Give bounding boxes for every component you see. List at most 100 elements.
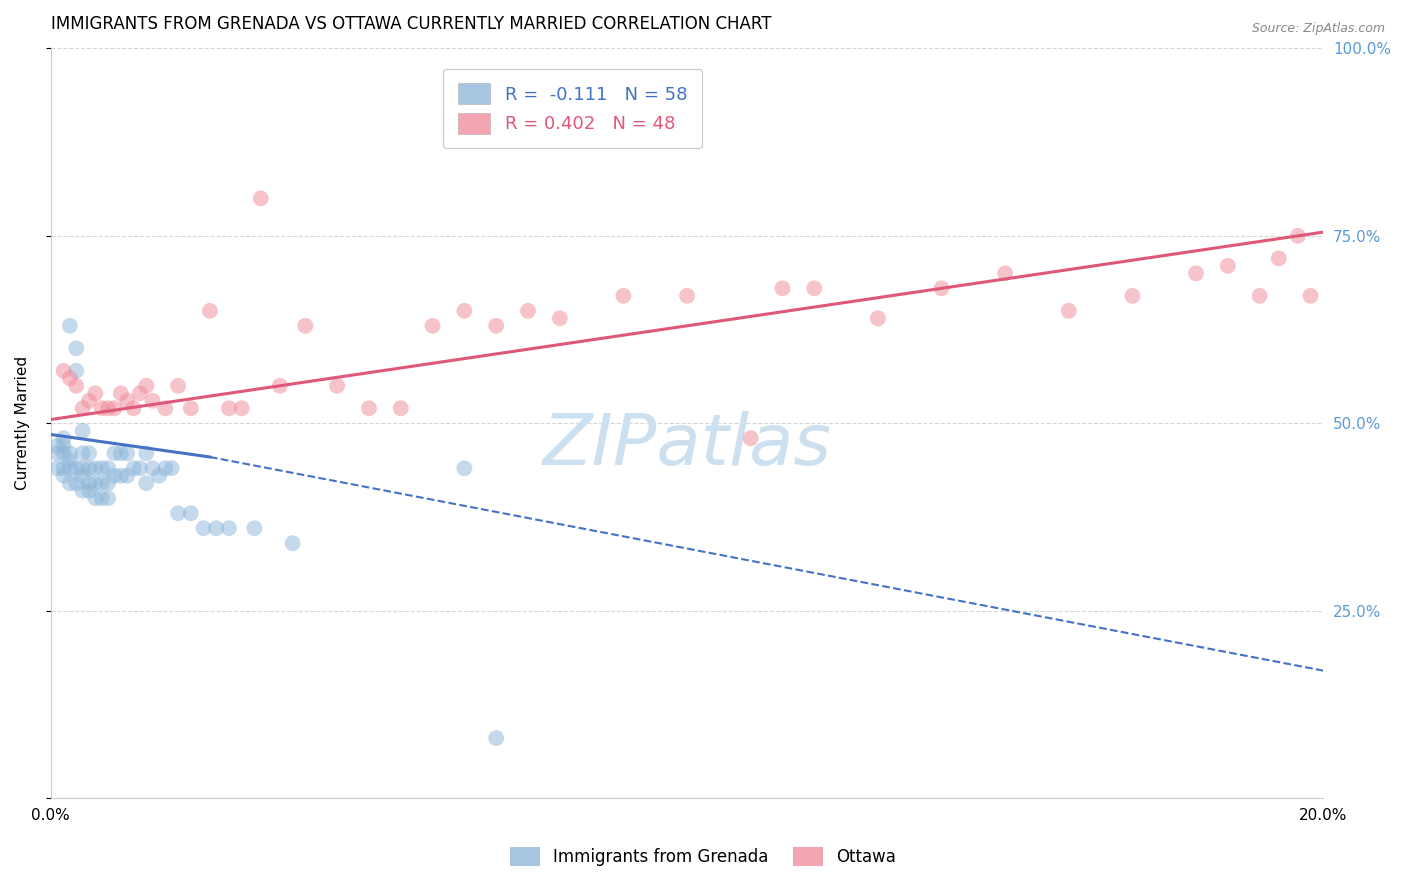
Point: [103, 401, 125, 416]
Point: [1216, 259, 1239, 273]
Point: [142, 461, 165, 475]
Point: [115, 446, 138, 460]
Point: [110, 446, 132, 460]
Point: [115, 468, 138, 483]
Point: [155, 401, 177, 416]
Point: [205, 521, 228, 535]
Point: [52, 364, 75, 378]
Point: [294, 318, 316, 333]
Point: [122, 461, 145, 475]
Text: ZIPatlas: ZIPatlas: [543, 411, 831, 480]
Point: [77, 476, 100, 491]
Text: Source: ZipAtlas.com: Source: ZipAtlas.com: [1251, 22, 1385, 36]
Point: [218, 521, 240, 535]
Point: [129, 386, 152, 401]
Point: [803, 281, 825, 295]
Point: [77, 483, 100, 498]
Point: [90, 461, 112, 475]
Point: [167, 378, 190, 392]
Point: [155, 461, 177, 475]
Point: [84, 491, 107, 506]
Point: [389, 401, 412, 416]
Point: [1286, 228, 1309, 243]
Point: [65, 476, 87, 491]
Point: [931, 281, 953, 295]
Point: [90, 401, 112, 416]
Point: [281, 536, 304, 550]
Point: [52, 468, 75, 483]
Point: [135, 476, 157, 491]
Point: [249, 191, 271, 205]
Point: [52, 446, 75, 460]
Point: [453, 461, 475, 475]
Point: [129, 461, 152, 475]
Point: [84, 461, 107, 475]
Point: [72, 424, 94, 438]
Point: [90, 491, 112, 506]
Legend: R =  -0.111   N = 58, R = 0.402   N = 48: R = -0.111 N = 58, R = 0.402 N = 48: [443, 69, 702, 148]
Point: [103, 468, 125, 483]
Point: [485, 318, 508, 333]
Point: [994, 266, 1017, 280]
Point: [548, 311, 571, 326]
Point: [866, 311, 889, 326]
Point: [72, 401, 94, 416]
Point: [269, 378, 291, 392]
Point: [59, 446, 82, 460]
Point: [77, 461, 100, 475]
Point: [59, 318, 82, 333]
Point: [142, 393, 165, 408]
Point: [72, 483, 94, 498]
Point: [46, 439, 69, 453]
Text: IMMIGRANTS FROM GRENADA VS OTTAWA CURRENTLY MARRIED CORRELATION CHART: IMMIGRANTS FROM GRENADA VS OTTAWA CURREN…: [51, 15, 772, 33]
Point: [46, 461, 69, 475]
Point: [52, 431, 75, 445]
Point: [193, 521, 215, 535]
Point: [1121, 289, 1143, 303]
Point: [110, 468, 132, 483]
Point: [65, 461, 87, 475]
Point: [65, 341, 87, 355]
Point: [59, 476, 82, 491]
Point: [1267, 252, 1289, 266]
Point: [97, 461, 120, 475]
Point: [180, 506, 202, 520]
Point: [97, 401, 120, 416]
Point: [77, 446, 100, 460]
Point: [1249, 289, 1271, 303]
Point: [77, 393, 100, 408]
Point: [84, 386, 107, 401]
Point: [72, 468, 94, 483]
Point: [218, 401, 240, 416]
Point: [180, 401, 202, 416]
Point: [167, 506, 190, 520]
Point: [65, 364, 87, 378]
Point: [772, 281, 794, 295]
Point: [59, 461, 82, 475]
Point: [72, 446, 94, 460]
Point: [612, 289, 634, 303]
Point: [326, 378, 349, 392]
Point: [115, 393, 138, 408]
Point: [148, 468, 170, 483]
Point: [422, 318, 444, 333]
Y-axis label: Currently Married: Currently Married: [15, 356, 30, 491]
Point: [122, 401, 145, 416]
Point: [135, 446, 157, 460]
Point: [160, 461, 183, 475]
Point: [97, 476, 120, 491]
Point: [243, 521, 266, 535]
Point: [90, 476, 112, 491]
Point: [1057, 303, 1080, 318]
Point: [135, 378, 157, 392]
Point: [357, 401, 380, 416]
Point: [84, 476, 107, 491]
Point: [1299, 289, 1322, 303]
Point: [52, 461, 75, 475]
Point: [97, 491, 120, 506]
Point: [1185, 266, 1208, 280]
Point: [740, 431, 762, 445]
Point: [453, 303, 475, 318]
Point: [676, 289, 699, 303]
Point: [65, 378, 87, 392]
